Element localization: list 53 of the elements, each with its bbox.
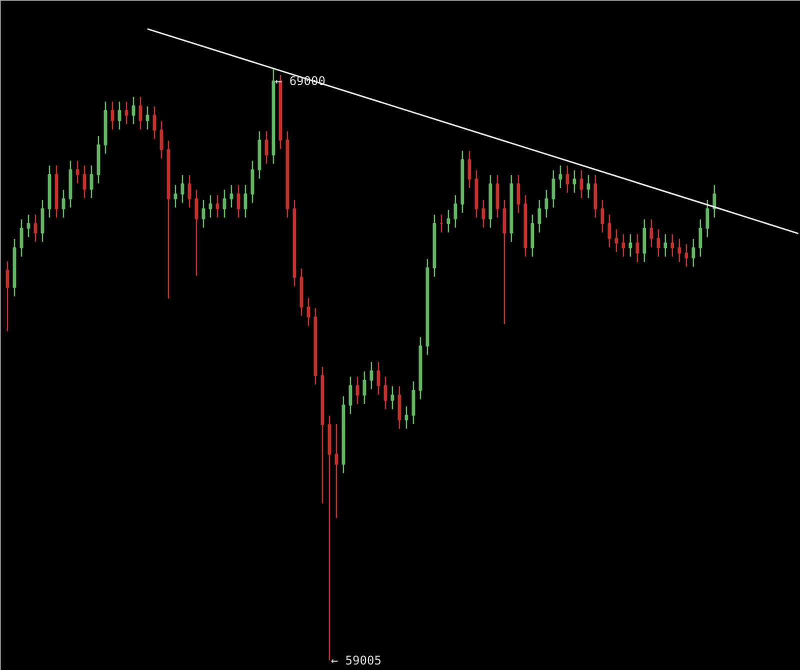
candlestick: [698, 218, 702, 258]
candlestick: [712, 184, 716, 218]
candlestick: [656, 228, 660, 258]
candlestick: [446, 209, 450, 234]
candlestick: [684, 244, 688, 268]
candlestick: [236, 184, 240, 218]
candlestick: [664, 234, 668, 258]
candlestick: [572, 170, 576, 194]
candlestick: [334, 423, 338, 519]
candlestick: [208, 194, 212, 218]
candlestick: [622, 234, 626, 258]
candlestick: [348, 376, 352, 415]
candlestick: [544, 189, 548, 218]
candlestick: [230, 184, 234, 208]
candlestick: [362, 370, 366, 405]
candlestick: [586, 174, 590, 199]
candlestick: [244, 184, 248, 218]
candlestick: [376, 361, 380, 396]
candlestick: [194, 189, 198, 276]
candlestick: [356, 376, 360, 405]
candlestick: [600, 199, 604, 234]
candlestick: [370, 361, 374, 390]
candlestick: [404, 406, 408, 430]
candlestick: [558, 164, 562, 189]
candlestick: [222, 189, 226, 218]
candlestick: [202, 199, 206, 228]
candlestick: [552, 170, 556, 208]
candlestick: [636, 234, 640, 263]
candlestick: [454, 194, 458, 228]
candlestick: [650, 218, 654, 248]
candlestick: [482, 199, 486, 228]
candlestick: [580, 170, 584, 199]
candlestick: [670, 234, 674, 258]
candlestick: [608, 214, 612, 248]
candlestick: [264, 130, 268, 164]
candlestick: [216, 194, 220, 218]
candlestick: [390, 386, 394, 410]
candlestick: [692, 238, 696, 268]
candlestick: [678, 238, 682, 263]
candlestick: [76, 160, 80, 184]
candlestick: [614, 228, 618, 253]
candlestick: [468, 150, 472, 189]
candlestick: [26, 214, 30, 238]
candlestick: [628, 234, 632, 258]
annotation: ← 59005: [330, 653, 382, 668]
candlestick: [516, 174, 520, 214]
candlestick: [124, 101, 128, 125]
candlestick: [384, 376, 388, 410]
candlestick: [566, 164, 570, 194]
candlestick: [538, 199, 542, 234]
candlestick: [306, 297, 310, 327]
candlestick: [34, 214, 38, 243]
candlestick: [706, 199, 710, 238]
